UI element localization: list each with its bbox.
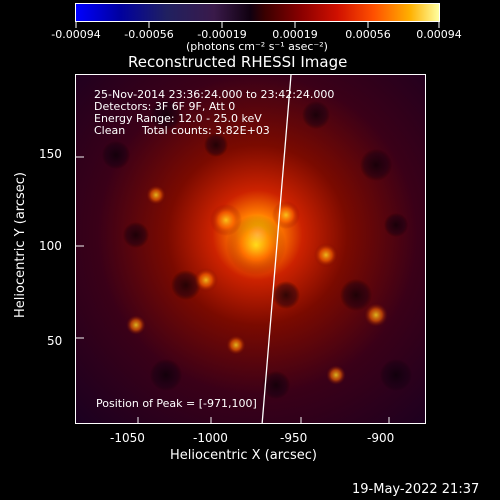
render-timestamp: 19-May-2022 21:37 [352,482,480,497]
colorbar-tick-label: -0.00019 [197,28,247,41]
time-range: 25-Nov-2014 23:36:24.000 to 23:42:24.000 [94,88,335,101]
x-axis-label: Heliocentric X (arcsec) [170,448,317,463]
colorbar-ticks-svg [75,22,440,28]
colorbar-tick-label: 0.00019 [272,28,318,41]
x-tick-label: -1000 [193,431,228,445]
reconstructed-image: 25-Nov-2014 23:36:24.000 to 23:42:24.000… [75,74,426,424]
solar-limb-line [261,75,292,423]
y-axis-label: Heliocentric Y (arcsec) [13,172,28,318]
colorbar-ticks [0,0,500,60]
image-texture [76,75,412,423]
colorbar-tick-label: -0.00094 [51,28,101,41]
colorbar-tick-label: -0.00056 [124,28,174,41]
plot-title: Reconstructed RHESSI Image [128,53,348,71]
x-tick-label: -1050 [110,431,145,445]
method: Clean [94,124,126,137]
colorbar-tick-label: 0.00094 [416,28,462,41]
colorbar [75,3,440,22]
energy-range: Energy Range: 12.0 - 25.0 keV [94,112,262,125]
colorbar-tick-label: 0.00056 [345,28,391,41]
y-tick-label: 100 [39,239,62,253]
x-tick-label: -900 [367,431,395,445]
total-counts: Total counts: 3.82E+03 [142,124,270,137]
colorbar-units-label: (photons cm⁻² s⁻¹ asec⁻²) [186,40,328,53]
peak-position: Position of Peak = [-971,100] [96,397,257,410]
detectors: Detectors: 3F 6F 9F, Att 0 [94,100,236,113]
y-tick-label: 50 [47,334,63,348]
x-tick-label: -950 [280,431,308,445]
y-tick-label: 150 [39,147,62,161]
